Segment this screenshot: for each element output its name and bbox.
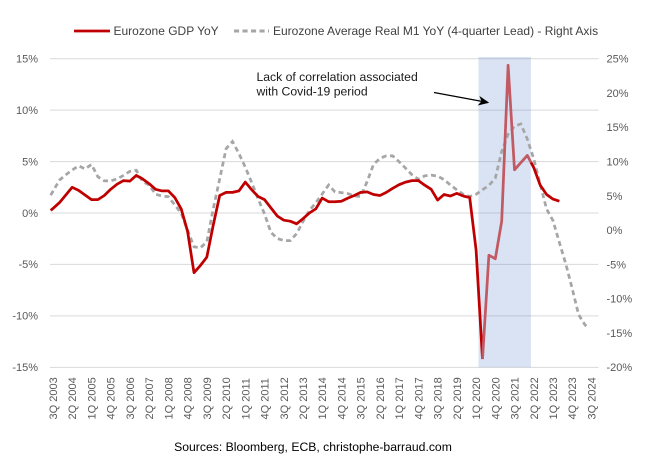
svg-text:4Q 2014: 4Q 2014 — [336, 377, 348, 419]
svg-text:3Q 2018: 3Q 2018 — [433, 377, 445, 419]
svg-text:3Q 2006: 3Q 2006 — [125, 377, 137, 419]
svg-text:-10%: -10% — [12, 311, 38, 323]
svg-text:1Q 2023: 1Q 2023 — [548, 377, 560, 419]
svg-text:2Q 2007: 2Q 2007 — [144, 377, 156, 419]
svg-text:10%: 10% — [607, 157, 629, 169]
svg-text:4Q 2023: 4Q 2023 — [567, 377, 579, 419]
svg-text:25%: 25% — [607, 54, 629, 66]
svg-text:-5%: -5% — [18, 259, 38, 271]
svg-text:2Q 2013: 2Q 2013 — [298, 377, 310, 419]
svg-text:1Q 2005: 1Q 2005 — [87, 377, 99, 419]
svg-text:10%: 10% — [16, 105, 38, 117]
svg-text:1Q 2008: 1Q 2008 — [163, 377, 175, 419]
svg-text:3Q 2015: 3Q 2015 — [356, 377, 368, 419]
svg-text:1Q 2020: 1Q 2020 — [471, 377, 483, 419]
svg-text:3Q 2009: 3Q 2009 — [202, 377, 214, 419]
svg-text:3Q 2021: 3Q 2021 — [510, 377, 522, 419]
svg-text:Eurozone Average Real M1 YoY (: Eurozone Average Real M1 YoY (4-quarter … — [273, 24, 598, 38]
svg-text:2Q 2022: 2Q 2022 — [529, 377, 541, 419]
svg-text:2Q 2016: 2Q 2016 — [375, 377, 387, 419]
svg-text:15%: 15% — [607, 122, 629, 134]
svg-text:-20%: -20% — [607, 362, 633, 374]
svg-text:1Q 2011: 1Q 2011 — [240, 378, 252, 419]
svg-text:-10%: -10% — [607, 294, 633, 306]
svg-text:-5%: -5% — [607, 259, 627, 271]
svg-text:2Q 2019: 2Q 2019 — [452, 377, 464, 419]
svg-text:4Q 2011: 4Q 2011 — [260, 378, 272, 419]
svg-text:1Q 2017: 1Q 2017 — [394, 377, 406, 419]
svg-text:4Q 2020: 4Q 2020 — [490, 377, 502, 419]
svg-text:0%: 0% — [607, 225, 623, 237]
svg-text:3Q 2003: 3Q 2003 — [48, 377, 60, 419]
svg-text:-15%: -15% — [12, 362, 38, 374]
svg-text:2Q 2004: 2Q 2004 — [67, 377, 79, 419]
svg-text:Lack of correlation associated: Lack of correlation associated — [257, 70, 418, 84]
svg-text:5%: 5% — [607, 191, 623, 203]
svg-text:4Q 2005: 4Q 2005 — [106, 377, 118, 419]
svg-text:20%: 20% — [607, 88, 629, 100]
svg-text:5%: 5% — [22, 156, 38, 168]
svg-text:3Q 2024: 3Q 2024 — [586, 377, 598, 419]
svg-text:4Q 2008: 4Q 2008 — [183, 377, 195, 419]
svg-text:Sources: Bloomberg, ECB, chris: Sources: Bloomberg, ECB, christophe-barr… — [174, 440, 452, 454]
svg-text:Eurozone GDP YoY: Eurozone GDP YoY — [114, 24, 219, 38]
svg-text:-15%: -15% — [607, 328, 633, 340]
svg-text:4Q 2017: 4Q 2017 — [413, 377, 425, 419]
svg-text:1Q 2014: 1Q 2014 — [317, 377, 329, 419]
svg-text:15%: 15% — [16, 54, 38, 66]
svg-text:3Q 2012: 3Q 2012 — [279, 377, 291, 419]
svg-text:2Q 2010: 2Q 2010 — [221, 377, 233, 419]
svg-text:with Covid-19 period: with Covid-19 period — [256, 85, 368, 99]
svg-text:0%: 0% — [22, 208, 38, 220]
